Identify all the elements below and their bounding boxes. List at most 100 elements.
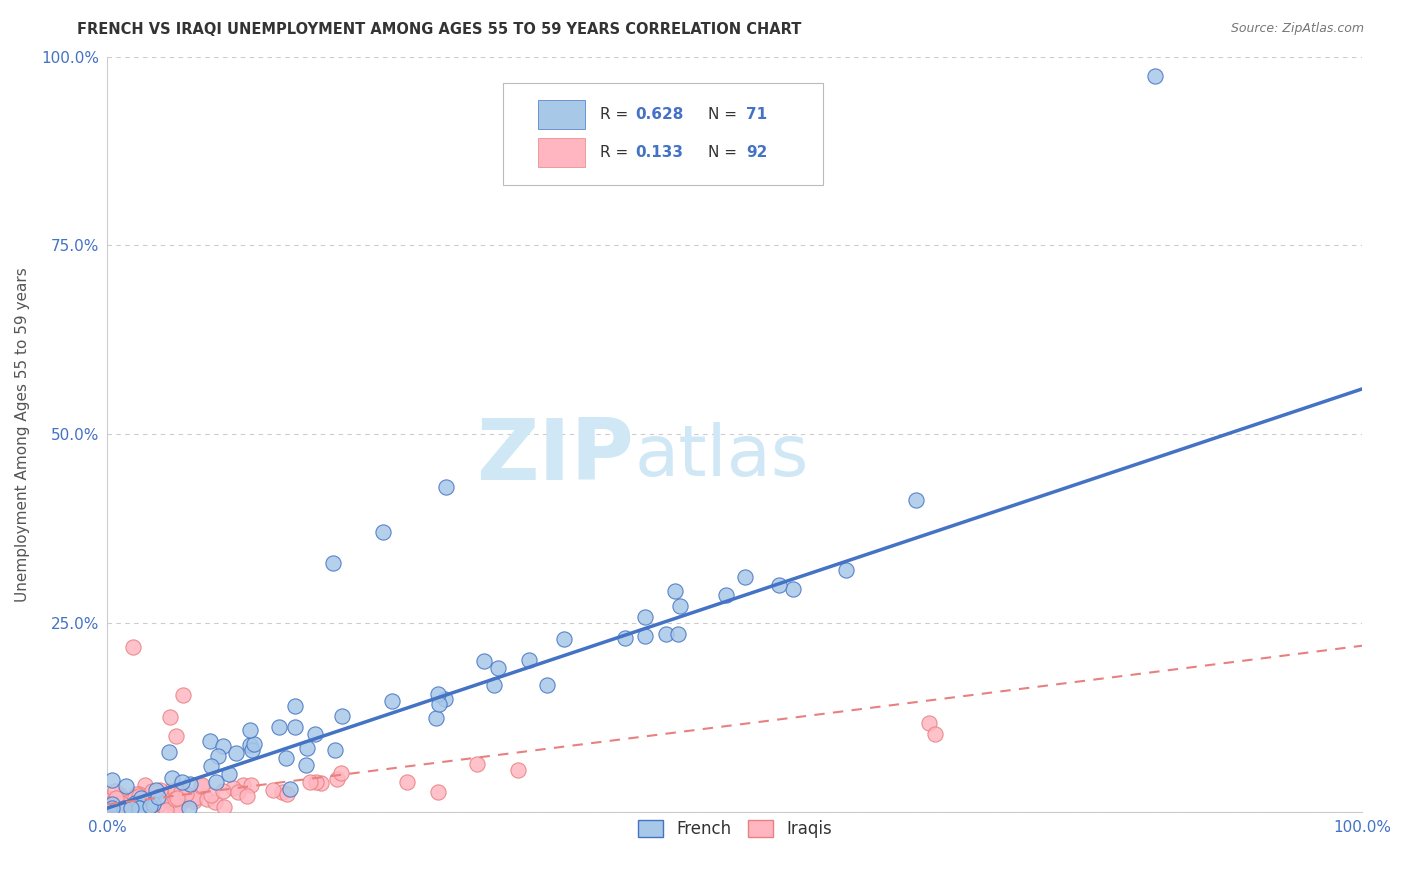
- Point: [97, 792, 120, 806]
- Point: [163, 782, 186, 797]
- Point: [159, 784, 181, 798]
- Point: [129, 791, 152, 805]
- Point: [304, 727, 326, 741]
- Point: [141, 783, 163, 797]
- Point: [153, 789, 176, 804]
- Point: [232, 778, 254, 792]
- Text: N =: N =: [709, 145, 742, 160]
- Point: [108, 788, 131, 802]
- Point: [155, 803, 177, 817]
- Point: [120, 803, 142, 817]
- Point: [664, 583, 686, 598]
- Point: [381, 694, 404, 708]
- Point: [103, 801, 125, 815]
- Point: [103, 796, 125, 810]
- Point: [330, 765, 353, 780]
- Point: [323, 743, 346, 757]
- Point: [131, 796, 153, 810]
- Point: [734, 570, 756, 584]
- Point: [105, 791, 128, 805]
- Text: N =: N =: [709, 107, 742, 122]
- Point: [167, 790, 190, 805]
- Point: [181, 790, 204, 805]
- Point: [162, 771, 184, 785]
- Point: [105, 803, 128, 817]
- Point: [536, 678, 558, 692]
- Point: [177, 801, 200, 815]
- Point: [117, 795, 139, 809]
- Point: [666, 627, 689, 641]
- Point: [482, 678, 505, 692]
- Text: atlas: atlas: [634, 423, 808, 491]
- Point: [125, 787, 148, 801]
- Point: [110, 798, 132, 813]
- Point: [309, 775, 332, 789]
- Text: 0.133: 0.133: [636, 145, 683, 160]
- Point: [472, 654, 495, 668]
- Point: [433, 692, 456, 706]
- Point: [298, 774, 321, 789]
- Point: [198, 734, 221, 748]
- Point: [112, 794, 135, 808]
- Point: [190, 780, 212, 794]
- Point: [207, 748, 229, 763]
- Point: [118, 801, 141, 815]
- Point: [183, 790, 205, 805]
- Point: [111, 797, 134, 812]
- Point: [128, 801, 150, 815]
- Point: [157, 746, 180, 760]
- Point: [146, 790, 169, 805]
- Point: [172, 688, 194, 702]
- Point: [835, 563, 858, 577]
- Point: [373, 525, 395, 540]
- Point: [174, 787, 197, 801]
- Point: [101, 803, 124, 817]
- Point: [128, 801, 150, 815]
- Point: [107, 790, 129, 805]
- Point: [170, 785, 193, 799]
- Point: [634, 610, 657, 624]
- Text: 0.628: 0.628: [636, 107, 683, 122]
- Point: [159, 710, 181, 724]
- Point: [613, 631, 636, 645]
- Point: [486, 661, 509, 675]
- Point: [145, 783, 167, 797]
- Point: [669, 599, 692, 613]
- Point: [240, 743, 263, 757]
- Point: [905, 493, 928, 508]
- Text: 92: 92: [747, 145, 768, 160]
- Text: FRENCH VS IRAQI UNEMPLOYMENT AMONG AGES 55 TO 59 YEARS CORRELATION CHART: FRENCH VS IRAQI UNEMPLOYMENT AMONG AGES …: [77, 22, 801, 37]
- Point: [167, 799, 190, 814]
- Text: R =: R =: [600, 145, 634, 160]
- Point: [553, 632, 575, 646]
- Point: [218, 767, 240, 781]
- Legend: French, Iraqis: French, Iraqis: [631, 814, 838, 845]
- Point: [131, 793, 153, 807]
- Point: [782, 582, 804, 596]
- Point: [97, 791, 120, 805]
- Point: [242, 738, 264, 752]
- Point: [129, 803, 152, 817]
- Point: [195, 792, 218, 806]
- Point: [120, 801, 142, 815]
- Point: [124, 790, 146, 805]
- Point: [166, 782, 188, 797]
- Point: [200, 759, 222, 773]
- Point: [172, 789, 194, 803]
- Point: [110, 797, 132, 811]
- Point: [134, 778, 156, 792]
- Point: [274, 751, 297, 765]
- Point: [426, 687, 449, 701]
- Point: [212, 784, 235, 798]
- Point: [101, 800, 124, 814]
- Point: [305, 774, 328, 789]
- Point: [114, 803, 136, 817]
- Point: [506, 764, 529, 778]
- Point: [924, 727, 946, 741]
- Point: [240, 778, 263, 792]
- Point: [97, 803, 120, 817]
- Point: [156, 793, 179, 807]
- Point: [634, 629, 657, 643]
- Point: [183, 794, 205, 808]
- Point: [165, 803, 187, 817]
